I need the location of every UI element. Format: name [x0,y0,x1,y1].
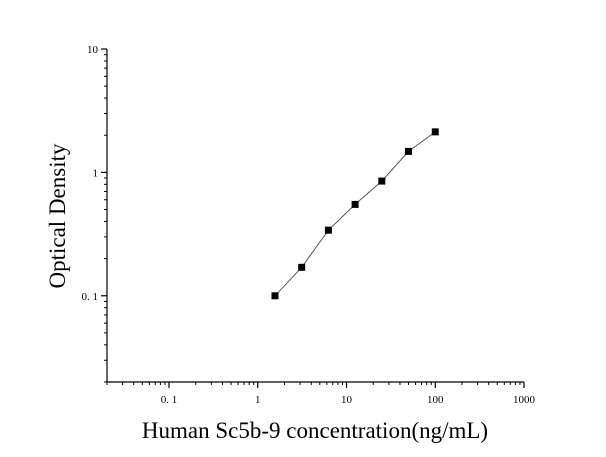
data-point [324,226,332,234]
fit-line [274,131,436,297]
data-points [271,128,439,300]
y-tick-label: 1 [93,167,99,179]
ticks: 0. 1 1 10 100 1000 0. 1 1 10 [82,44,536,406]
x-tick-label: 100 [427,394,444,406]
axes [106,49,524,383]
x-tick-label: 1000 [513,394,536,406]
x-tick-label: 1 [255,394,261,406]
fit-line-group [274,131,436,297]
y-tick-label: 0. 1 [82,291,99,303]
y-axis-title: Optical Density [45,143,70,288]
data-point [405,147,413,155]
y-tick-label: 10 [87,44,99,56]
x-tick-label: 10 [341,394,353,406]
data-point [298,263,306,271]
data-point [431,128,439,136]
data-point [378,177,386,185]
x-axis-title: Human Sc5b-9 concentration(ng/mL) [142,418,488,443]
data-point [271,292,279,300]
data-point [351,200,359,208]
x-tick-label: 0. 1 [161,394,178,406]
